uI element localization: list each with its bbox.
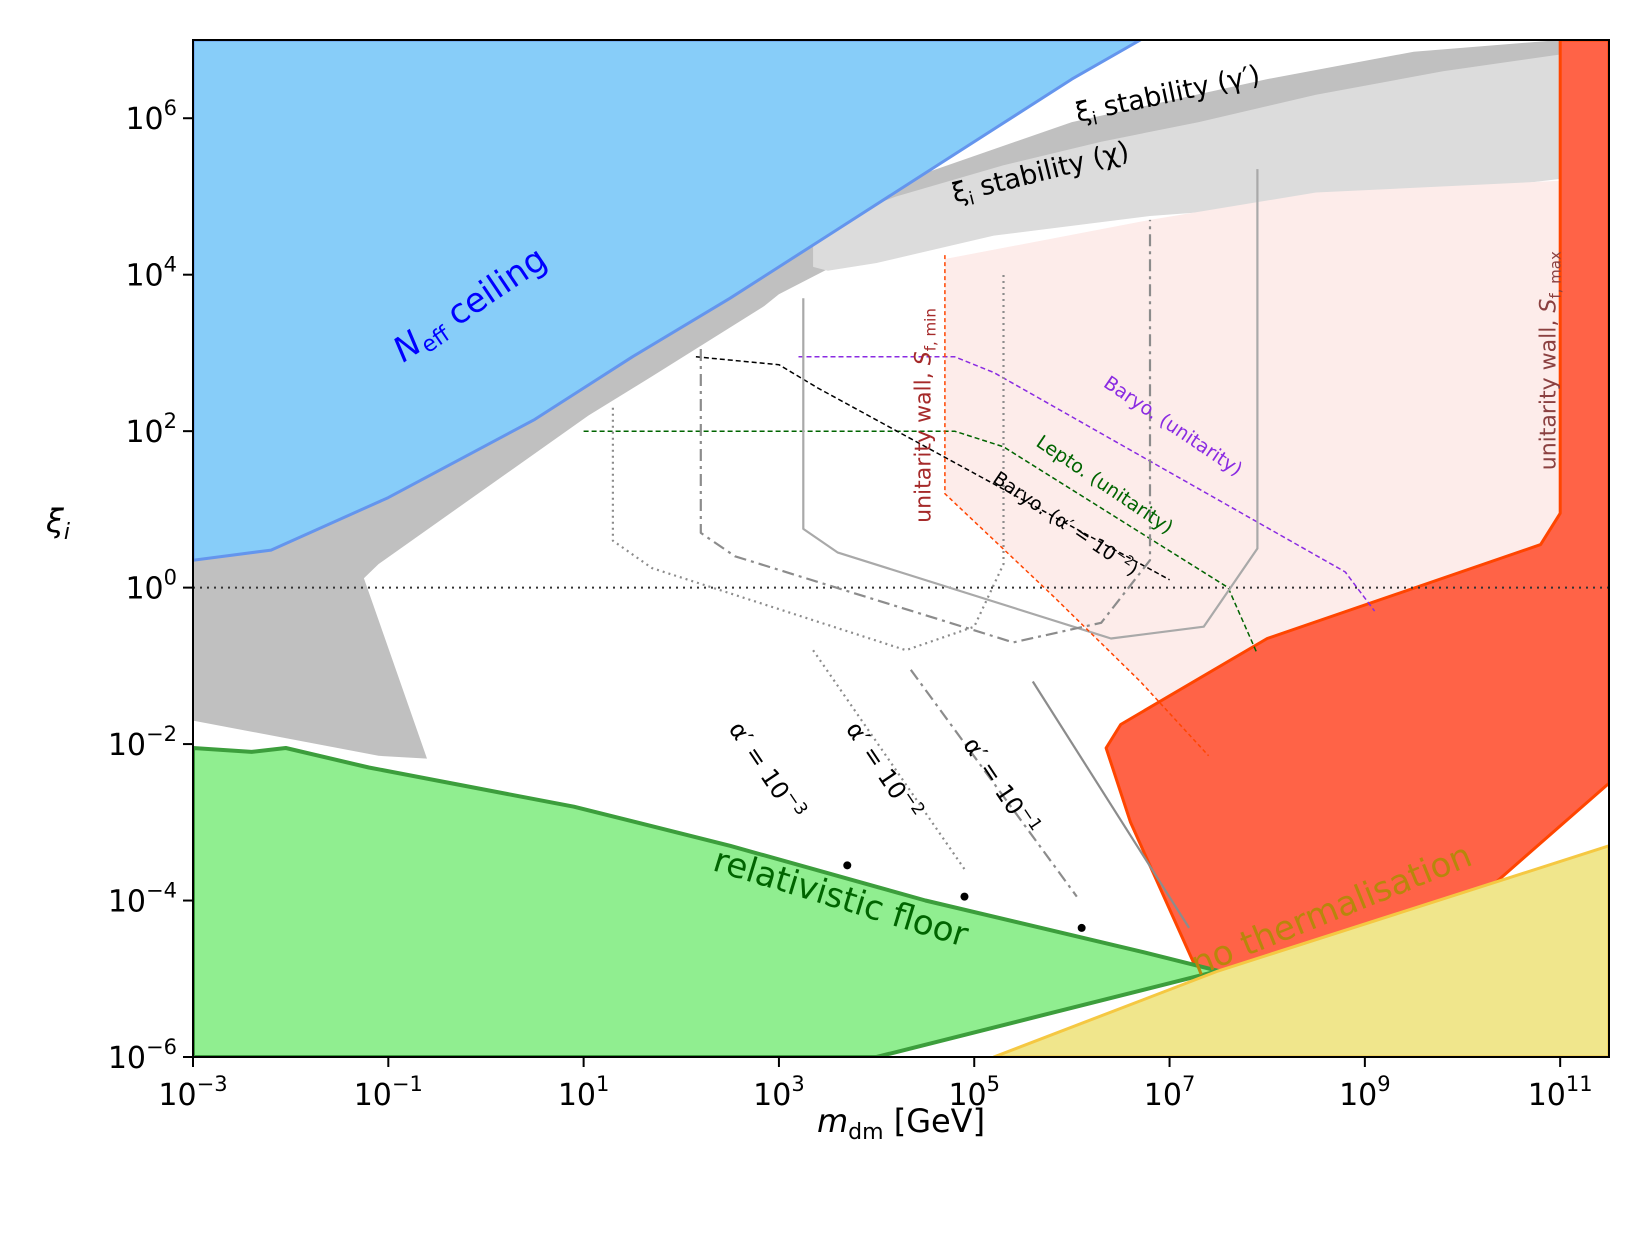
y-tick-label: 102 xyxy=(125,409,177,450)
line-alpha-1e-3 xyxy=(611,274,1005,652)
y-axis-label: ξi xyxy=(45,502,70,545)
x-tick-label: 10−1 xyxy=(354,1072,423,1113)
region-red-wall xyxy=(1104,40,1609,1057)
x-tick-label: 107 xyxy=(1144,1072,1196,1113)
line-alpha-1e-3-tail xyxy=(812,649,966,870)
y-tick-label: 104 xyxy=(125,253,177,294)
x-axis-label: mdm [GeV] xyxy=(817,1102,985,1145)
x-tick-label: 1011 xyxy=(1528,1072,1593,1113)
x-tick-label: 105 xyxy=(948,1072,1000,1113)
line-baryo-unitarity xyxy=(798,356,1376,612)
y-tick-label: 10−2 xyxy=(108,722,177,763)
curve-endpoint-marker xyxy=(1077,923,1086,932)
region-relativistic-floor xyxy=(193,746,1221,1057)
line-alpha-1e-2-tail xyxy=(909,669,1078,898)
x-tick-label: 103 xyxy=(753,1072,805,1113)
x-tick-label: 10−3 xyxy=(158,1072,227,1113)
axes-layer: 10−3 10−1 101 103 105 107 109 1011 10−6 10−4 10−2 1… xyxy=(45,96,1593,1145)
curve-endpoint-marker xyxy=(843,861,852,870)
plot-frame xyxy=(192,39,1610,1058)
curve-endpoint-marker xyxy=(960,892,969,901)
y-tick-label: 10−6 xyxy=(108,1035,177,1076)
region-no-thermalisation xyxy=(992,844,1609,1057)
line-baryo-alpha-1e-2 xyxy=(695,356,1170,581)
y-tick-label: 10−4 xyxy=(108,879,177,920)
label-unitarity-wall-min: unitarity wall, Sf, min xyxy=(911,308,939,523)
x-tick-label: 101 xyxy=(558,1072,610,1113)
region-stability-chi xyxy=(813,47,1609,271)
y-tick-label: 100 xyxy=(125,566,177,607)
regions-layer xyxy=(193,40,1609,1057)
line-alpha-1e-2 xyxy=(699,219,1152,644)
lines-layer xyxy=(193,169,1609,932)
region-neff-ceiling xyxy=(193,40,1142,562)
line-alpha-1e-1 xyxy=(802,169,1259,640)
line-alpha-1e-1-tail xyxy=(1031,680,1191,929)
label-unitarity-wall-max: unitarity wall, Sf, max xyxy=(1536,251,1564,470)
line-unitarity-wall-min xyxy=(944,255,1210,757)
y-tick-label: 106 xyxy=(125,96,177,137)
x-tick-label: 109 xyxy=(1339,1072,1391,1113)
